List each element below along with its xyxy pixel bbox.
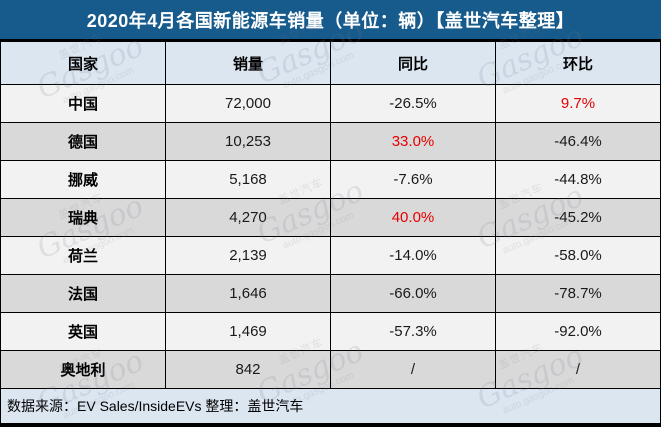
- cell-country: 荷兰: [0, 236, 166, 275]
- cell-country: 挪威: [0, 160, 166, 199]
- cell-mom: -46.4%: [495, 122, 661, 161]
- cell-sales: 72,000: [165, 84, 331, 123]
- cell-country: 瑞典: [0, 198, 166, 237]
- header-country: 国家: [0, 41, 166, 85]
- cell-mom: /: [495, 350, 661, 389]
- cell-country: 法国: [0, 274, 166, 313]
- table-row: 奥地利 842 / /: [0, 350, 661, 389]
- cell-yoy: -57.3%: [330, 312, 496, 351]
- cell-country: 英国: [0, 312, 166, 351]
- cell-mom: -78.7%: [495, 274, 661, 313]
- cell-sales: 5,168: [165, 160, 331, 199]
- ev-sales-table: 国家 销量 同比 环比 中国 72,000 -26.5% 9.7% 德国 10,…: [0, 41, 661, 427]
- cell-mom: -45.2%: [495, 198, 661, 237]
- cell-sales: 2,139: [165, 236, 331, 275]
- source-note: 数据来源：EV Sales/InsideEVs 整理：盖世汽车: [0, 388, 661, 427]
- table-row: 荷兰 2,139 -14.0% -58.0%: [0, 236, 661, 275]
- cell-sales: 1,646: [165, 274, 331, 313]
- cell-country: 德国: [0, 122, 166, 161]
- cell-mom: -44.8%: [495, 160, 661, 199]
- cell-sales: 10,253: [165, 122, 331, 161]
- header-mom: 环比: [495, 41, 661, 85]
- cell-yoy: -7.6%: [330, 160, 496, 199]
- cell-mom: -58.0%: [495, 236, 661, 275]
- cell-country: 奥地利: [0, 350, 166, 389]
- table-row: 瑞典 4,270 40.0% -45.2%: [0, 198, 661, 237]
- table-row: 挪威 5,168 -7.6% -44.8%: [0, 160, 661, 199]
- table-title: 2020年4月各国新能源车销量（单位：辆）【盖世汽车整理】: [0, 0, 661, 41]
- cell-yoy: 40.0%: [330, 198, 496, 237]
- table-row: 德国 10,253 33.0% -46.4%: [0, 122, 661, 161]
- cell-mom: -92.0%: [495, 312, 661, 351]
- cell-yoy: -14.0%: [330, 236, 496, 275]
- cell-sales: 4,270: [165, 198, 331, 237]
- table-header-row: 国家 销量 同比 环比: [0, 41, 661, 85]
- cell-mom: 9.7%: [495, 84, 661, 123]
- table-row: 法国 1,646 -66.0% -78.7%: [0, 274, 661, 313]
- cell-sales: 842: [165, 350, 331, 389]
- cell-yoy: 33.0%: [330, 122, 496, 161]
- cell-yoy: /: [330, 350, 496, 389]
- cell-country: 中国: [0, 84, 166, 123]
- table-row: 英国 1,469 -57.3% -92.0%: [0, 312, 661, 351]
- table-footer-row: 数据来源：EV Sales/InsideEVs 整理：盖世汽车: [0, 388, 661, 427]
- table-row: 中国 72,000 -26.5% 9.7%: [0, 84, 661, 123]
- cell-yoy: -66.0%: [330, 274, 496, 313]
- cell-yoy: -26.5%: [330, 84, 496, 123]
- header-yoy: 同比: [330, 41, 496, 85]
- header-sales: 销量: [165, 41, 331, 85]
- cell-sales: 1,469: [165, 312, 331, 351]
